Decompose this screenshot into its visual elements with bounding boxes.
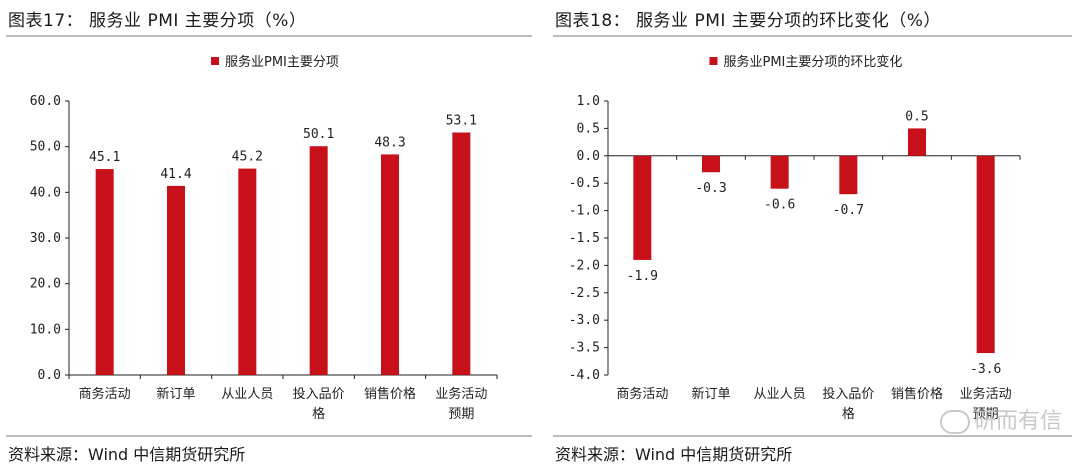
data-label: 45.1 xyxy=(89,150,120,165)
category-label: 新订单 xyxy=(156,386,195,402)
category-label: 新订单 xyxy=(691,386,730,402)
category-label: 业务活动预期 xyxy=(435,386,487,422)
right-bottom-rule xyxy=(553,435,1072,437)
y-tick-label: -2.0 xyxy=(569,258,600,273)
watermark: 研而有信 xyxy=(939,403,1062,435)
bar xyxy=(770,155,789,189)
category-label: 从业人员 xyxy=(754,387,806,402)
right-figure-title: 图表18： 服务业 PMI 主要分项的环比变化（%） xyxy=(555,11,941,31)
data-label: 53.1 xyxy=(446,114,477,129)
watermark-text: 研而有信 xyxy=(973,409,1062,434)
y-tick-label: 10.0 xyxy=(30,322,61,337)
y-tick-label: 20.0 xyxy=(30,277,61,292)
data-label: -0.3 xyxy=(695,181,726,196)
left-figure-panel: 图表17： 服务业 PMI 主要分项（%） 服务业PMI主要分项 0.0 10.0 2… xyxy=(6,11,532,464)
right-bar-chart: 服务业PMI主要分项的环比变化 1.0 0.5 0.0 -0.5 -1.0 -1.5 -2.0… xyxy=(569,54,1021,422)
data-label: 45.2 xyxy=(232,150,263,165)
y-tick-label: 0.0 xyxy=(38,368,61,383)
category-label: 从业人员 xyxy=(221,387,273,402)
category-label: 业务活动预期 xyxy=(960,386,1012,422)
right-source-note: 资料来源：Wind 中信期货研究所 xyxy=(555,445,793,464)
data-label: -3.6 xyxy=(970,362,1001,377)
category-label: 投入品价格 xyxy=(822,386,874,422)
bar xyxy=(908,128,926,156)
y-tick-label: 40.0 xyxy=(30,185,61,200)
data-label: -0.6 xyxy=(764,198,795,213)
y-tick-label: 0.0 xyxy=(577,149,600,164)
y-tick-label: -4.0 xyxy=(569,368,600,383)
bar xyxy=(839,155,858,195)
category-label: 投入品价格 xyxy=(293,386,345,422)
bar xyxy=(702,155,720,173)
category-label: 销售价格 xyxy=(891,386,943,402)
right-figure-panel: 图表18： 服务业 PMI 主要分项的环比变化（%） 服务业PMI主要分项的环比… xyxy=(547,0,1080,469)
y-tick-label: -0.5 xyxy=(569,176,600,191)
bar xyxy=(167,185,185,375)
data-label: 48.3 xyxy=(374,135,405,150)
bar xyxy=(452,132,471,375)
category-label: 销售价格 xyxy=(364,386,416,402)
data-label: 50.1 xyxy=(303,127,334,142)
legend-swatch xyxy=(211,57,219,65)
data-label: 41.4 xyxy=(160,167,191,182)
legend-label: 服务业PMI主要分项 xyxy=(225,54,339,70)
left-bottom-rule xyxy=(6,435,532,437)
data-label: -1.9 xyxy=(627,269,658,284)
right-top-rule xyxy=(553,35,1072,37)
legend-swatch xyxy=(709,57,718,65)
y-tick-label: 1.0 xyxy=(577,94,600,109)
data-label: 0.5 xyxy=(905,109,928,124)
y-tick-label: 30.0 xyxy=(30,231,61,246)
bar xyxy=(238,168,257,375)
y-tick-label: -3.0 xyxy=(569,313,600,328)
wechat-icon xyxy=(939,410,970,434)
bar xyxy=(633,155,652,260)
bar xyxy=(95,169,114,375)
bar xyxy=(381,154,399,375)
data-label: -0.7 xyxy=(833,203,864,218)
y-tick-label: 0.5 xyxy=(577,121,600,136)
bar xyxy=(309,146,328,375)
left-top-rule xyxy=(6,35,532,37)
legend-label: 服务业PMI主要分项的环比变化 xyxy=(724,54,903,70)
y-tick-label: -3.5 xyxy=(569,341,600,356)
left-bar-chart: 服务业PMI主要分项 0.0 10.0 20.0 30.0 40.0 50.0 60.0 45.… xyxy=(30,54,498,422)
category-label: 商务活动 xyxy=(79,386,131,402)
y-tick-label: -2.5 xyxy=(569,286,600,301)
bar xyxy=(976,155,995,354)
category-label: 商务活动 xyxy=(616,386,668,402)
y-tick-label: -1.0 xyxy=(569,204,600,219)
y-tick-label: 60.0 xyxy=(30,94,61,109)
left-figure-title: 图表17： 服务业 PMI 主要分项（%） xyxy=(8,11,307,31)
y-tick-label: -1.5 xyxy=(569,231,600,246)
y-tick-label: 50.0 xyxy=(30,140,61,155)
left-source-note: 资料来源：Wind 中信期货研究所 xyxy=(8,445,246,464)
